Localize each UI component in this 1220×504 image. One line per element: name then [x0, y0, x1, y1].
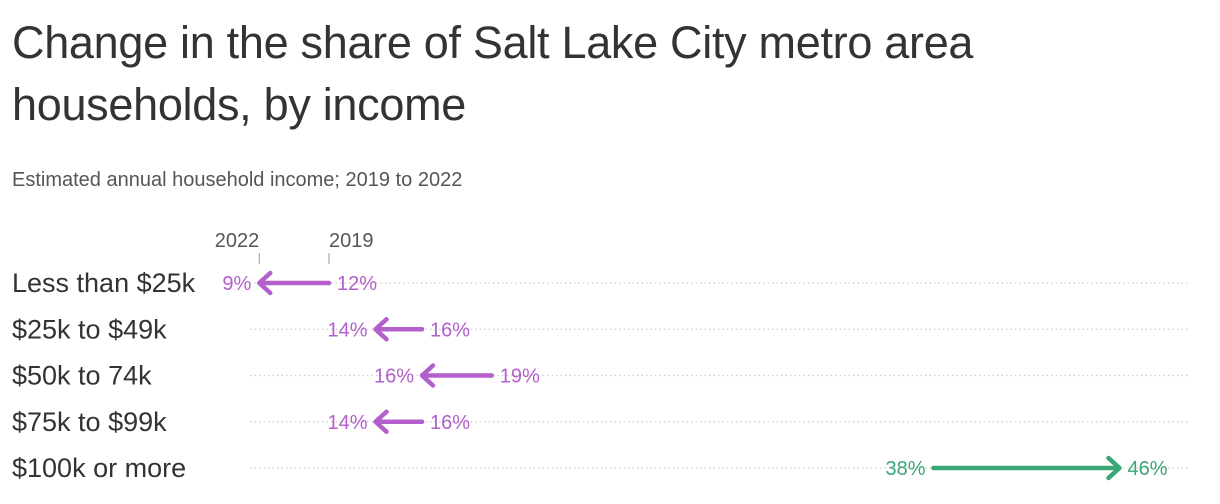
chart-title: Change in the share of Salt Lake City me…	[12, 17, 974, 130]
arrow-head	[373, 409, 389, 434]
category-label: $50k to 74k	[12, 361, 152, 391]
end-value-label: 16%	[374, 366, 414, 388]
end-value-label: 14%	[327, 412, 367, 434]
chart-subtitle: Estimated annual household income; 2019 …	[12, 169, 463, 191]
end-value-label: 14%	[327, 319, 367, 341]
arrow-head	[419, 363, 436, 388]
start-value-label: 38%	[885, 458, 925, 480]
category-label: $75k to $99k	[12, 407, 167, 437]
start-value-label: 19%	[500, 366, 540, 388]
arrow-head	[257, 270, 273, 296]
category-label: $25k to $49k	[12, 314, 167, 344]
arrow-head	[373, 317, 389, 342]
start-value-label: 16%	[430, 319, 470, 341]
start-value-label: 12%	[337, 273, 377, 295]
end-value-label: 9%	[222, 273, 251, 295]
category-label: $100k or more	[12, 453, 186, 483]
end-value-label: 46%	[1128, 458, 1168, 480]
key-label-2022: 2022	[215, 230, 260, 252]
key-label-2019: 2019	[329, 230, 374, 252]
start-value-label: 16%	[430, 412, 470, 434]
category-label: Less than $25k	[12, 268, 196, 298]
arrow-head	[1106, 455, 1122, 481]
